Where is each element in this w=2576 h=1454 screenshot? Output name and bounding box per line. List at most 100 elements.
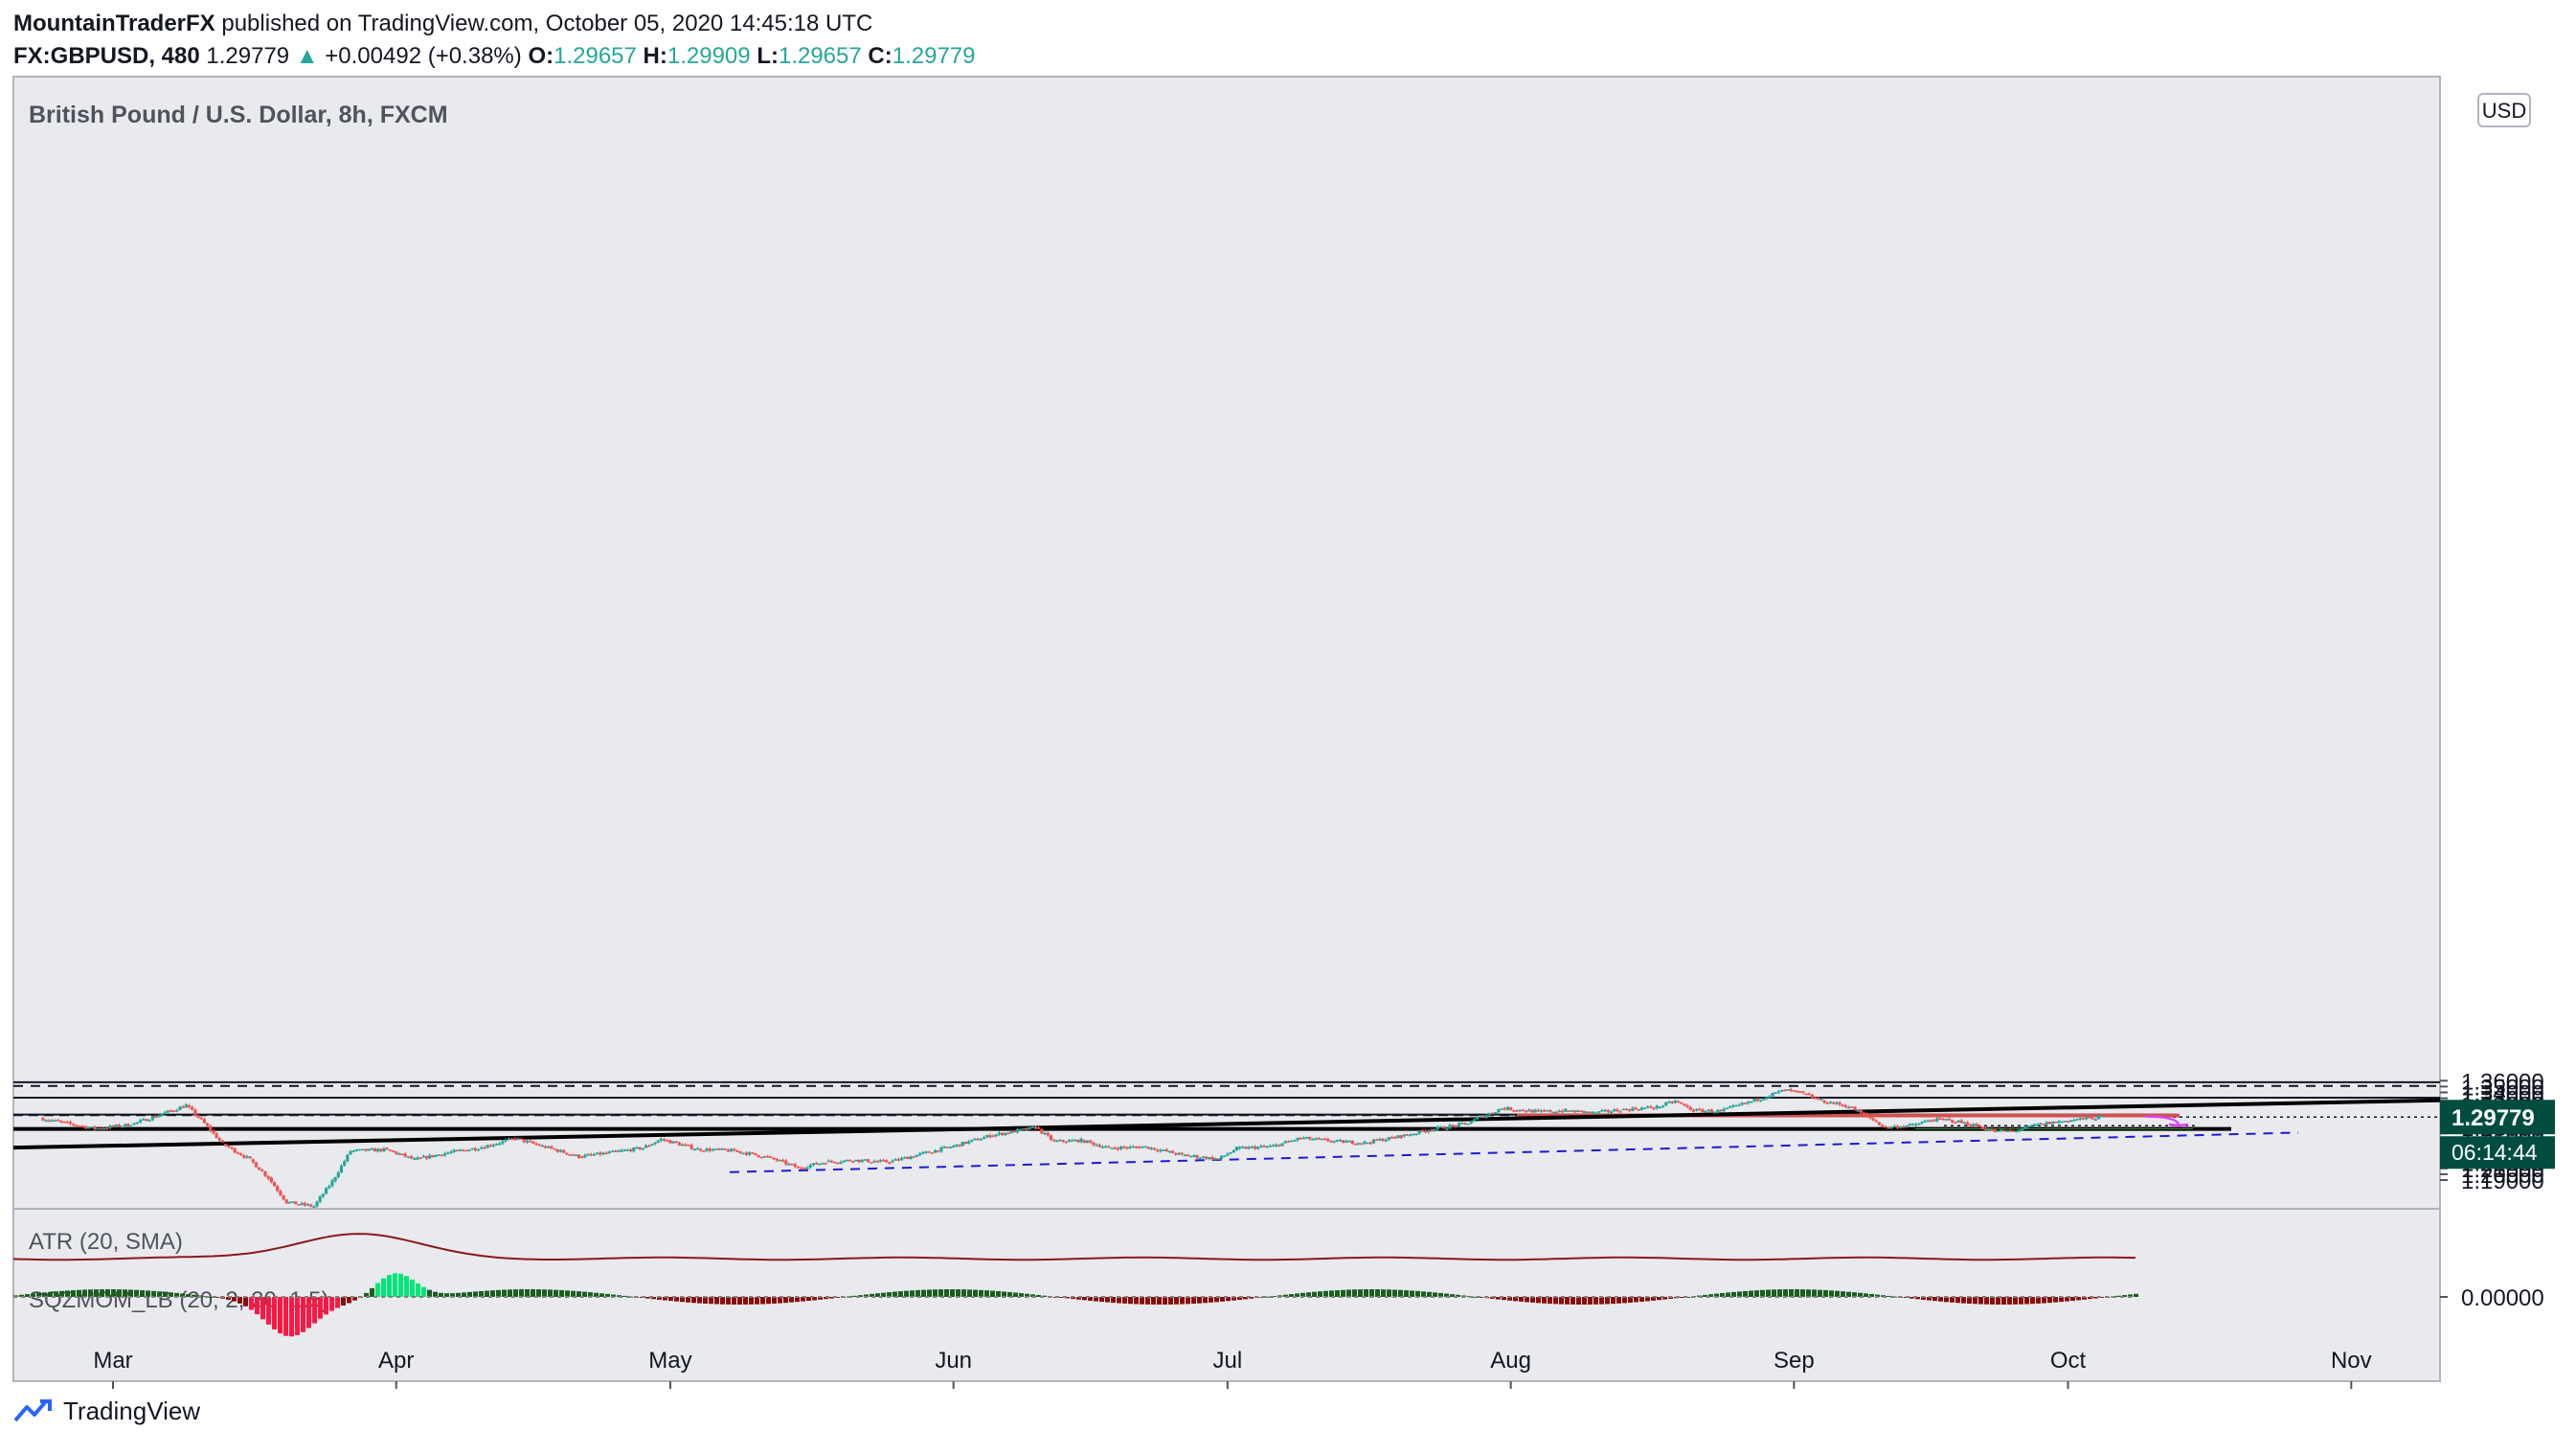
- candle: [1481, 1116, 1485, 1118]
- candle: [1935, 1118, 1939, 1122]
- candle: [2066, 1121, 2070, 1123]
- candle: [1768, 1096, 1772, 1098]
- momentum-bar: [852, 1295, 857, 1297]
- candle: [1326, 1139, 1330, 1142]
- candle: [2011, 1130, 2015, 1132]
- momentum-bar: [1651, 1297, 1656, 1301]
- candle: [1299, 1137, 1302, 1140]
- candle: [258, 1167, 261, 1170]
- rising-trendline: [13, 1098, 2440, 1150]
- candle: [1776, 1091, 1781, 1093]
- momentum-bar: [1800, 1289, 1805, 1297]
- momentum-bar: [1565, 1297, 1570, 1305]
- momentum-bar: [404, 1276, 409, 1297]
- momentum-bar: [599, 1293, 604, 1297]
- candle: [276, 1186, 280, 1192]
- candle: [424, 1156, 429, 1159]
- candle: [1859, 1110, 1863, 1113]
- candle: [1585, 1111, 1589, 1114]
- brand-name[interactable]: TradingView: [63, 1397, 201, 1425]
- candle: [1402, 1134, 1406, 1137]
- momentum-bar: [1823, 1289, 1828, 1297]
- momentum-bar: [1720, 1292, 1725, 1297]
- candle: [903, 1157, 907, 1159]
- candle: [245, 1156, 249, 1158]
- candle: [614, 1150, 618, 1152]
- momentum-bar: [1013, 1292, 1018, 1297]
- momentum-bar: [1042, 1295, 1047, 1297]
- candle: [1926, 1120, 1930, 1123]
- momentum-bar: [410, 1279, 415, 1297]
- candle: [464, 1149, 468, 1152]
- momentum-bar: [1864, 1293, 1868, 1297]
- candle: [2093, 1119, 2097, 1122]
- candle: [805, 1167, 809, 1170]
- candle: [142, 1119, 146, 1121]
- candle: [583, 1154, 587, 1158]
- candle: [1430, 1129, 1434, 1132]
- momentum-bar: [1369, 1289, 1374, 1297]
- momentum-bar: [1473, 1296, 1478, 1298]
- resistance-zone: [1517, 1113, 2180, 1118]
- candle: [449, 1151, 453, 1153]
- candle: [991, 1135, 995, 1138]
- candle: [1505, 1107, 1510, 1110]
- momentum-bar: [783, 1297, 788, 1304]
- candle: [1232, 1150, 1235, 1153]
- candle: [217, 1138, 221, 1141]
- momentum-bar: [123, 1289, 127, 1297]
- momentum-bar: [2082, 1297, 2087, 1300]
- candle: [1490, 1113, 1495, 1115]
- momentum-bar: [990, 1290, 995, 1297]
- momentum-bar: [1427, 1291, 1432, 1297]
- momentum-bar: [134, 1289, 139, 1297]
- candle: [625, 1149, 630, 1151]
- momentum-bar: [1168, 1297, 1173, 1305]
- candle: [1280, 1143, 1284, 1147]
- momentum-bar: [881, 1292, 886, 1297]
- momentum-bar: [1099, 1297, 1104, 1303]
- momentum-bar: [1789, 1289, 1794, 1297]
- momentum-bar: [536, 1289, 541, 1297]
- momentum-bar: [1002, 1291, 1006, 1297]
- momentum-bar: [381, 1278, 386, 1297]
- momentum-bar: [605, 1293, 610, 1297]
- momentum-bar: [737, 1297, 742, 1305]
- momentum-bar: [1955, 1297, 1960, 1304]
- candle: [772, 1157, 776, 1160]
- candle: [349, 1150, 352, 1155]
- candle: [604, 1152, 608, 1155]
- momentum-bar: [496, 1289, 501, 1297]
- momentum-bar: [519, 1289, 524, 1297]
- candle: [1628, 1109, 1632, 1111]
- candle: [878, 1160, 882, 1162]
- x-tick-label: Oct: [2050, 1348, 2087, 1374]
- tradingview-logo-icon[interactable]: [13, 1397, 56, 1426]
- author-name[interactable]: MountainTraderFX: [13, 11, 215, 36]
- momentum-bar: [1025, 1293, 1029, 1297]
- momentum-bar: [1318, 1291, 1322, 1297]
- candle: [361, 1148, 365, 1151]
- momentum-bar: [565, 1290, 570, 1297]
- momentum-bar: [1657, 1297, 1661, 1301]
- momentum-bar: [944, 1289, 949, 1297]
- candle: [687, 1145, 690, 1147]
- momentum-bar: [318, 1297, 323, 1319]
- candle: [477, 1149, 481, 1151]
- candle: [379, 1148, 383, 1151]
- momentum-bar: [1530, 1297, 1535, 1303]
- candle: [2023, 1125, 2027, 1129]
- momentum-bar: [1559, 1297, 1564, 1305]
- candle: [1296, 1137, 1299, 1141]
- candle: [2047, 1122, 2052, 1125]
- candle: [376, 1148, 380, 1152]
- candle: [455, 1149, 459, 1152]
- candle: [1131, 1146, 1135, 1148]
- candle: [1177, 1152, 1181, 1155]
- candle: [1871, 1118, 1875, 1121]
- candle: [78, 1125, 81, 1127]
- momentum-bar: [1030, 1294, 1035, 1297]
- candle: [300, 1203, 304, 1205]
- candle: [1527, 1109, 1531, 1112]
